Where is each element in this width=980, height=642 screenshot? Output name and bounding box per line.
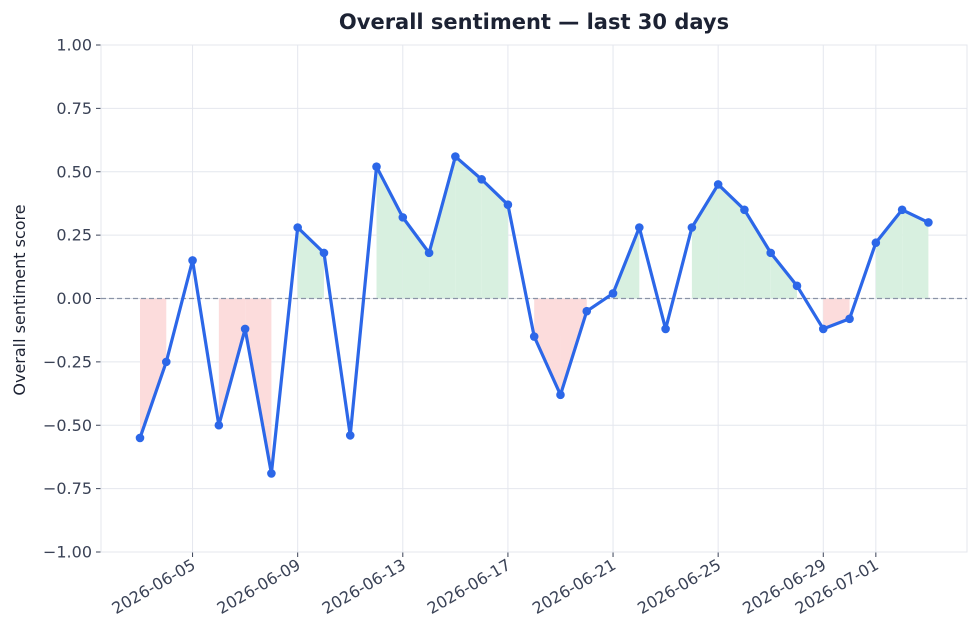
data-point <box>713 180 723 189</box>
chart-title: Overall sentiment — last 30 days <box>339 10 729 34</box>
x-tick-label: 2026-06-21 <box>529 555 619 618</box>
data-point <box>398 213 408 222</box>
x-tick-label: 2026-06-17 <box>424 555 514 618</box>
data-point <box>740 205 749 215</box>
positive-fill-area <box>429 156 456 299</box>
sentiment-fill-areas <box>140 156 929 474</box>
data-point <box>372 162 381 171</box>
data-point <box>161 357 171 367</box>
y-tick-label: −0.50 <box>43 416 92 435</box>
data-point <box>687 223 697 232</box>
data-point <box>661 324 670 334</box>
data-point <box>792 281 802 291</box>
data-point <box>818 324 828 334</box>
x-tick-label: 2026-06-25 <box>634 555 724 618</box>
y-tick-label: 0.50 <box>56 162 92 181</box>
data-points <box>135 152 933 478</box>
data-point <box>582 306 592 316</box>
data-point <box>845 314 854 324</box>
data-point <box>556 390 565 400</box>
positive-fill-area <box>402 217 430 299</box>
positive-fill-area <box>770 252 797 299</box>
y-tick-label: 0.00 <box>56 289 92 308</box>
positive-fill-area <box>718 184 745 299</box>
data-point <box>635 223 644 232</box>
positive-fill-area <box>902 209 929 299</box>
data-point <box>267 469 276 478</box>
x-tick-label: 2026-06-05 <box>109 555 199 618</box>
data-point <box>477 175 486 184</box>
data-point <box>529 332 539 341</box>
positive-fill-area <box>691 184 719 299</box>
data-point <box>135 433 145 443</box>
y-axis-label: Overall sentiment score <box>10 204 29 395</box>
data-point <box>451 152 460 161</box>
data-point <box>188 256 197 265</box>
data-point <box>503 200 513 210</box>
negative-fill-area <box>534 298 561 395</box>
data-point <box>240 324 250 334</box>
axes <box>96 44 968 557</box>
data-point <box>293 223 302 232</box>
positive-fill-area <box>455 156 482 299</box>
data-point <box>345 431 355 440</box>
x-tick-label: 2026-06-13 <box>319 555 409 618</box>
positive-fill-area <box>297 227 324 299</box>
data-point <box>766 248 776 258</box>
data-point <box>897 205 907 215</box>
negative-fill-area <box>140 298 167 438</box>
y-tick-label: 1.00 <box>56 36 92 55</box>
data-point <box>924 218 933 227</box>
positive-fill-area <box>875 209 903 299</box>
data-point <box>214 420 224 430</box>
positive-fill-area <box>744 209 771 299</box>
data-point <box>424 248 434 258</box>
positive-fill-area <box>376 166 403 299</box>
data-point <box>608 289 618 298</box>
y-tick-label: −1.00 <box>43 543 92 562</box>
tick-labels: 1.00 0.75 0.50 0.25 0.00 −0.25 −0.50 −0.75 −1.00… <box>43 36 882 618</box>
y-tick-label: −0.25 <box>43 352 92 371</box>
data-point <box>319 248 329 258</box>
y-tick-label: −0.75 <box>43 479 92 498</box>
positive-fill-area <box>481 179 508 299</box>
x-tick-label: 2026-06-09 <box>214 555 304 618</box>
data-point <box>871 238 881 248</box>
y-tick-label: 0.75 <box>56 99 92 118</box>
negative-fill-area <box>218 298 246 426</box>
y-tick-label: 0.25 <box>56 226 92 245</box>
